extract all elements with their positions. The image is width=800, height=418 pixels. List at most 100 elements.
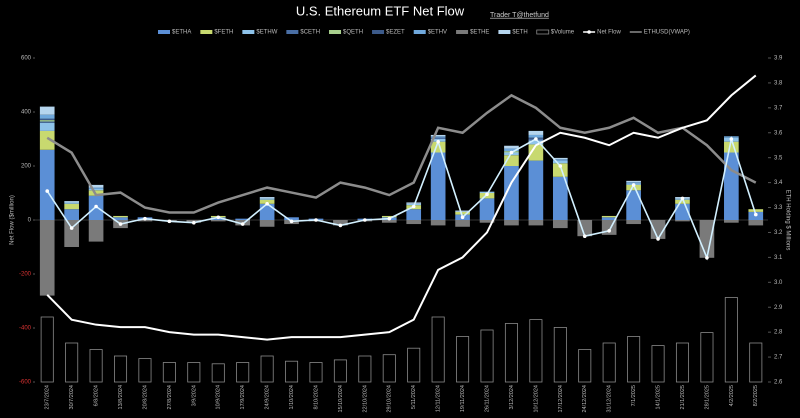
volume-bar: [260, 355, 274, 383]
y-tick-label: -600: [19, 380, 32, 386]
legend-swatch: [536, 29, 550, 35]
flow-bar: [455, 220, 470, 227]
flow-bar: [88, 220, 104, 242]
net-flow-line-point: [94, 204, 98, 209]
legend-label: $QETH: [343, 30, 363, 36]
y2-tick-label: 3.8: [774, 81, 783, 87]
flow-bar: [552, 160, 568, 164]
net-flow-line-point: [118, 222, 123, 226]
flow-bar: [430, 220, 446, 226]
net-flow-line-point: [265, 202, 269, 206]
flow-bar: [552, 159, 568, 161]
flow-bar: [724, 220, 739, 223]
flow-bar: [528, 130, 544, 135]
x-tick-label: 5/11/2024: [411, 385, 417, 409]
flow-bar: [39, 106, 55, 115]
net-flow-line-point: [192, 220, 196, 225]
flow-bar: [113, 215, 128, 218]
flow-bar: [626, 220, 641, 225]
flow-bar: [39, 114, 55, 119]
flow-bar: [284, 217, 299, 220]
volume-bar: [89, 349, 103, 383]
legend-label: ETHUSD(VWAP): [644, 30, 690, 36]
y-tick-label: -200: [19, 272, 32, 278]
x-tick-label: 27/8/2024: [167, 385, 173, 409]
x-tick-label: 17/12/2024: [558, 385, 564, 413]
flow-bar: [479, 198, 495, 220]
net-flow-line-point: [436, 139, 440, 144]
net-flow-line-point: [167, 219, 172, 224]
flow-bar: [455, 210, 470, 212]
flow-bar: [406, 202, 422, 204]
net-flow-line-point: [680, 196, 685, 201]
volume-bar: [700, 332, 714, 383]
flow-bar: [259, 198, 275, 200]
legend-label: $ETHW: [256, 30, 277, 36]
y-tick-label: 200: [21, 164, 32, 170]
flow-bar: [528, 220, 544, 226]
x-tick-label: 7/1/2025: [631, 385, 637, 406]
net-flow-line-point: [582, 234, 587, 238]
flow-bar: [479, 191, 495, 193]
legend-swatch: [498, 30, 511, 34]
legend-swatch: [200, 30, 213, 34]
net-flow-line-point: [534, 137, 538, 141]
flow-bar: [88, 187, 104, 189]
y2-tick-label: 3.0: [774, 280, 783, 286]
flow-bar: [39, 121, 55, 123]
flow-bar: [528, 144, 544, 161]
flow-bar: [333, 220, 348, 226]
flow-bar: [137, 220, 153, 222]
volume-bar: [504, 323, 518, 383]
legend-label: Net Flow: [597, 30, 621, 36]
net-flow-line-point: [607, 229, 611, 233]
flow-bar: [39, 220, 55, 296]
flow-bar: [748, 220, 764, 226]
y2-tick-label: 3.3: [774, 205, 783, 211]
volume-bar: [65, 342, 79, 383]
volume-bar: [407, 347, 421, 383]
net-flow-line-point: [485, 192, 489, 197]
flow-bar: [430, 141, 446, 153]
y2-tick-label: 3.9: [774, 56, 783, 62]
net-flow-line-point: [509, 150, 514, 155]
net-flow-line-point: [69, 226, 74, 230]
volume-bar: [724, 297, 738, 383]
volume-bar: [236, 362, 250, 383]
x-tick-label: 21/1/2025: [680, 385, 686, 409]
flow-bar: [528, 160, 544, 220]
legend-swatch: [587, 30, 591, 34]
net-flow-line-point: [143, 216, 147, 221]
y-axis-label: Net Flow ($million): [10, 195, 16, 245]
x-tick-label: 29/10/2024: [387, 385, 393, 413]
flow-bar: [724, 152, 739, 220]
chart-subtitle: Trader T@thetfund: [490, 12, 549, 19]
x-tick-label: 8/2/2025: [753, 385, 759, 406]
volume-bar: [480, 329, 494, 383]
legend-label: $FETH: [214, 30, 233, 36]
legend-swatch: [158, 30, 170, 34]
y2-tick-label: 2.7: [774, 355, 783, 361]
y2-axis-label: ETH Holding $ Millions: [784, 190, 790, 251]
y2-tick-label: 2.6: [774, 380, 783, 386]
volume-bar: [211, 363, 225, 383]
x-tick-label: 4/2/2025: [729, 385, 735, 406]
volume-bar: [431, 316, 445, 383]
legend-label: $ETHA: [172, 30, 191, 36]
x-tick-label: 19/11/2024: [460, 385, 466, 412]
volume-bar: [602, 342, 616, 383]
y-tick-label: 600: [21, 56, 32, 62]
flow-bar: [699, 220, 715, 258]
volume-bar: [382, 354, 396, 383]
net-flow-line-point: [338, 223, 343, 228]
volume-bar: [578, 349, 592, 383]
y2-tick-label: 3.1: [774, 255, 783, 261]
flow-bar: [552, 220, 568, 229]
x-tick-label: 17/9/2024: [240, 385, 246, 409]
net-flow-line: [46, 135, 757, 261]
x-tick-label: 8/10/2024: [313, 385, 319, 409]
net-flow-line-point: [363, 218, 367, 222]
flow-bar: [504, 148, 519, 152]
x-tick-label: 20/8/2024: [142, 385, 148, 409]
